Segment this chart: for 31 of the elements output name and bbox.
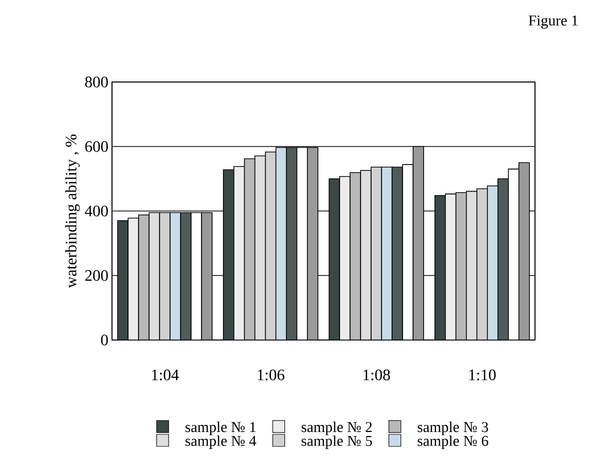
bar bbox=[444, 194, 456, 340]
bar bbox=[254, 155, 266, 340]
y-tick-label: 200 bbox=[85, 270, 108, 281]
y-tick-label: 400 bbox=[84, 206, 108, 216]
bar bbox=[466, 190, 478, 340]
x-tick-label: 1:06 bbox=[258, 370, 284, 380]
bar bbox=[148, 212, 160, 340]
chart-title: Figure 1 bbox=[528, 16, 578, 29]
legend-label: sample № 4 bbox=[186, 435, 256, 449]
bar bbox=[360, 170, 372, 340]
x-tick-label: 1:08 bbox=[364, 370, 390, 380]
bar bbox=[233, 166, 245, 340]
bar bbox=[296, 147, 308, 340]
bar bbox=[128, 218, 140, 340]
x-tick-label: 1:10 bbox=[469, 370, 496, 380]
x-tick-label: 1:04 bbox=[152, 370, 179, 380]
y-axis-title: waterbinding ability , % bbox=[65, 134, 80, 288]
bar bbox=[190, 212, 202, 340]
legend-label: sample № 6 bbox=[418, 435, 488, 449]
legend-label: sample № 3 bbox=[418, 422, 488, 436]
bar bbox=[486, 185, 498, 340]
bar bbox=[170, 212, 182, 340]
bar bbox=[339, 176, 351, 340]
y-tick-label: 800 bbox=[85, 76, 108, 88]
legend-label: sample № 2 bbox=[302, 422, 372, 436]
bar bbox=[275, 147, 287, 340]
y-tick-label: 0 bbox=[101, 334, 108, 346]
legend-label: sample № 5 bbox=[302, 435, 372, 449]
legend-label: sample № 1 bbox=[186, 422, 256, 436]
bar bbox=[381, 166, 393, 340]
y-tick-label: 600 bbox=[85, 141, 108, 152]
